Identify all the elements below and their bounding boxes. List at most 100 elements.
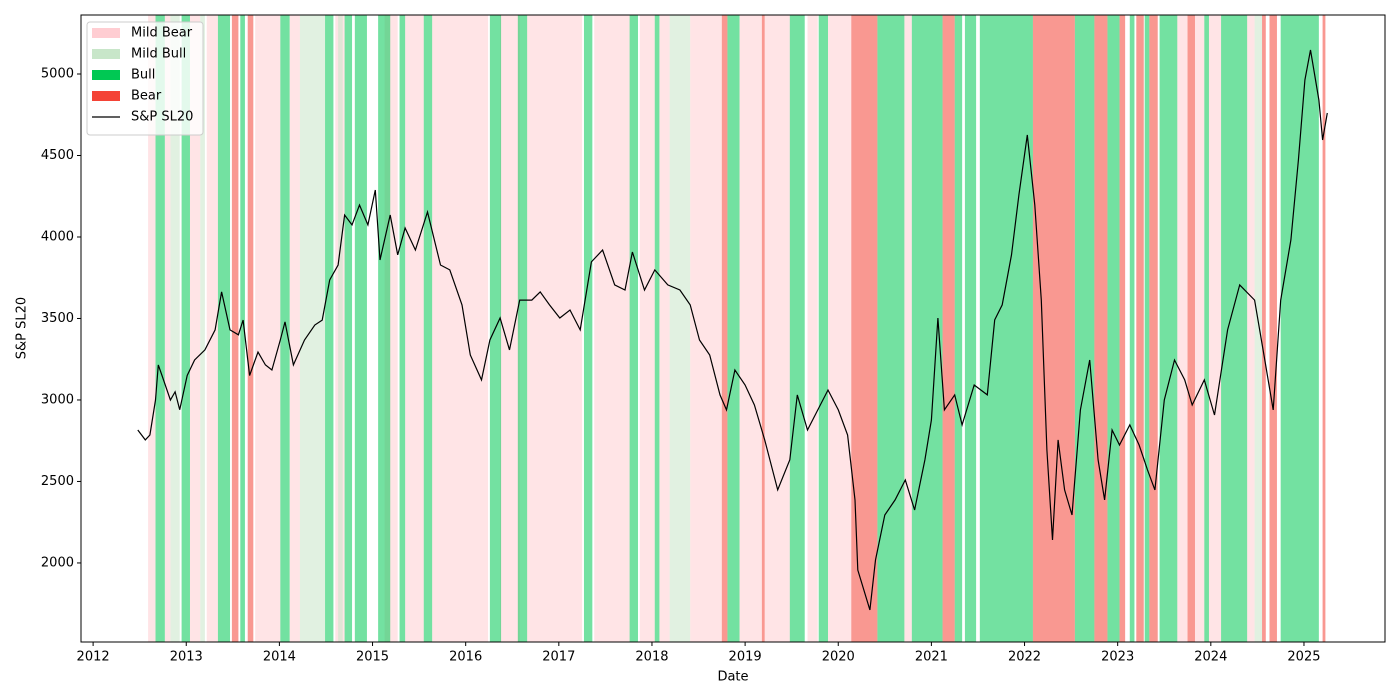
legend-swatch [92,28,120,38]
y-tick-label: 4000 [41,229,74,244]
regime-span [399,15,406,642]
regime-span [378,15,391,642]
y-tick-label: 2500 [41,474,74,489]
legend-label: Bull [131,68,155,83]
legend-label: Mild Bull [131,47,186,62]
regime-span [727,15,740,642]
legend-swatch [92,91,120,101]
regime-span [629,15,638,642]
regime-span [289,15,300,642]
x-tick-label: 2021 [915,650,948,665]
regime-span [851,15,878,642]
regime-span [1247,15,1255,642]
regime-span [1262,15,1266,642]
regime-span [148,15,156,642]
regime-span [659,15,670,642]
regime-span [1074,15,1095,642]
x-tick-label: 2016 [449,650,482,665]
regime-span [911,15,943,642]
regime-span [1094,15,1108,642]
regime-span [1194,15,1205,642]
regime-span [344,15,353,642]
regime-span [189,15,201,642]
regime-span [181,15,190,642]
regime-span [164,15,171,642]
regime-span [1254,15,1263,642]
regime-span [954,15,963,642]
regime-span [654,15,660,642]
regime-span [690,15,722,642]
legend-label: Bear [131,89,162,104]
x-tick-label: 2018 [635,650,668,665]
regime-span [325,15,334,642]
y-tick-label: 3500 [41,311,74,326]
regime-span [1136,15,1144,642]
x-tick-label: 2023 [1101,650,1134,665]
regime-span [1119,15,1126,642]
y-tick-label: 3000 [41,392,74,407]
regime-span [877,15,905,642]
x-tick-label: 2019 [729,650,762,665]
regime-span [1280,15,1319,642]
regime-span [964,15,977,642]
regime-span [1032,15,1075,642]
regime-span [1322,15,1326,642]
regime-span [1144,15,1150,642]
regime-span [1107,15,1120,642]
legend-swatch [92,49,120,59]
regime-span [1221,15,1248,642]
x-tick-label: 2017 [542,650,575,665]
regime-span [639,15,655,642]
regime-span [200,15,205,642]
regime-span [527,15,583,642]
x-axis-label: Date [717,670,748,685]
y-tick-label: 4500 [41,148,74,163]
regime-span [240,15,245,642]
legend-swatch [92,70,120,80]
regime-span [594,15,630,642]
regime-span [255,15,281,642]
legend-label: Mild Bear [131,26,193,41]
regime-span [1269,15,1277,642]
y-tick-label: 5000 [41,67,74,82]
x-tick-label: 2012 [77,650,110,665]
x-tick-label: 2014 [263,650,296,665]
regime-span [280,15,290,642]
y-tick-label: 2000 [41,555,74,570]
regime-span [669,15,691,642]
regime-span [217,15,231,642]
regime-span [818,15,829,642]
regime-span [423,15,433,642]
regime-span [1204,15,1209,642]
regime-span [432,15,489,642]
x-tick-label: 2022 [1008,650,1041,665]
regime-span [721,15,728,642]
plot-frame [80,14,1386,643]
regime-span [979,15,1033,642]
x-tick-label: 2020 [822,650,855,665]
regime-span [206,15,218,642]
regime-span [807,15,818,642]
regime-span [517,15,528,642]
regime-span [789,15,805,642]
regime-span [739,15,762,642]
x-tick-label: 2024 [1194,650,1227,665]
regime-span [1208,15,1222,642]
regime-span [155,15,165,642]
regime-span [1187,15,1195,642]
regime-span [1149,15,1158,642]
regime-span [904,15,912,642]
regime-span [338,15,343,642]
regime-span [405,15,424,642]
regime-span [828,15,852,642]
regime-span [764,15,790,642]
line [137,49,1328,611]
regime-span [231,15,239,642]
regime-span [583,15,593,642]
regime-span [354,15,367,642]
x-tick-label: 2013 [170,650,203,665]
x-tick-label: 2015 [356,650,389,665]
regime-span [1177,15,1188,642]
regime-span [1159,15,1178,642]
